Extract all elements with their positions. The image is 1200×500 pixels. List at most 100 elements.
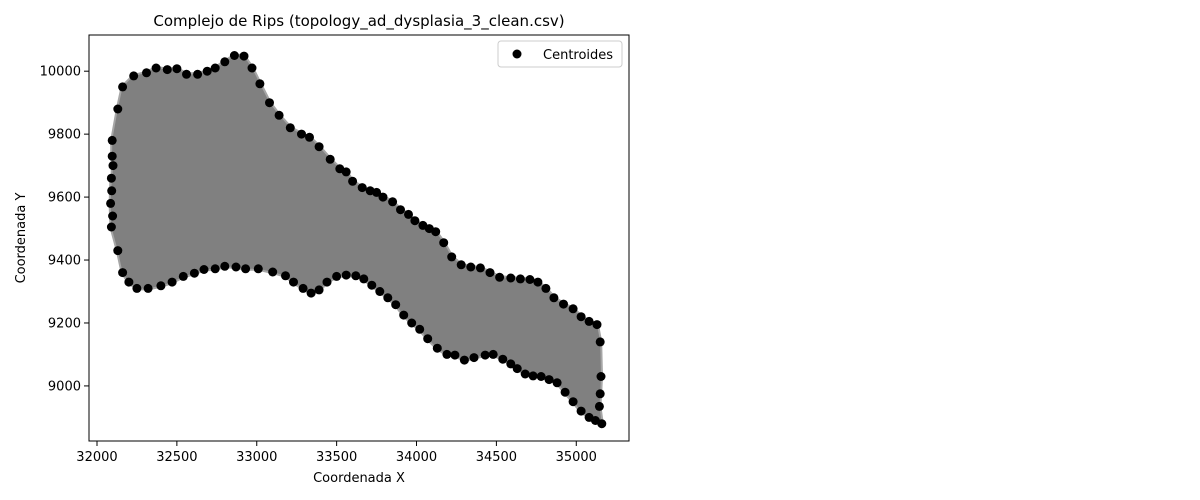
centroid-point bbox=[106, 222, 116, 232]
centroid-point bbox=[210, 63, 220, 73]
centroid-point bbox=[383, 293, 393, 303]
centroid-point bbox=[341, 167, 351, 177]
centroid-point bbox=[515, 274, 525, 284]
centroid-point bbox=[450, 350, 460, 360]
centroid-point bbox=[322, 277, 332, 287]
centroid-point bbox=[106, 198, 116, 208]
centroid-point bbox=[415, 324, 425, 334]
centroid-point bbox=[459, 355, 469, 365]
centroid-point bbox=[172, 64, 182, 74]
centroid-point bbox=[231, 262, 241, 272]
centroid-point bbox=[325, 154, 335, 164]
centroid-point bbox=[108, 161, 118, 171]
centroid-point bbox=[506, 359, 516, 369]
centroid-point bbox=[274, 110, 284, 120]
centroid-point bbox=[199, 265, 209, 274]
x-tick-label: 35000 bbox=[556, 450, 597, 465]
centroid-point bbox=[314, 285, 324, 295]
centroid-point bbox=[399, 310, 409, 320]
centroid-point bbox=[488, 349, 498, 359]
centroid-point bbox=[533, 277, 543, 287]
x-tick-label: 32500 bbox=[156, 450, 197, 465]
centroid-point bbox=[255, 79, 265, 89]
centroid-point bbox=[297, 129, 306, 139]
y-tick-label: 10000 bbox=[40, 65, 81, 80]
centroid-point bbox=[423, 334, 433, 344]
centroid-point bbox=[118, 268, 128, 278]
centroid-point bbox=[241, 264, 251, 274]
centroid-point bbox=[559, 299, 568, 309]
centroid-point bbox=[107, 135, 117, 145]
centroid-point bbox=[107, 151, 117, 161]
centroid-point bbox=[447, 252, 457, 262]
centroid-point bbox=[142, 68, 151, 78]
chart-title: Complejo de Rips (topology_ad_dysplasia_… bbox=[153, 12, 564, 31]
centroid-point bbox=[306, 288, 316, 298]
centroid-point bbox=[432, 343, 442, 353]
x-axis-ticks: 32000 32500 33000 33500 34000 34500 35000 bbox=[76, 441, 597, 465]
centroid-point bbox=[143, 283, 153, 293]
centroid-point bbox=[388, 197, 398, 207]
centroid-point bbox=[431, 227, 441, 237]
centroid-point bbox=[178, 271, 188, 281]
centroid-point bbox=[182, 69, 191, 79]
centroid-point bbox=[151, 63, 161, 73]
x-tick-label: 33500 bbox=[316, 450, 357, 465]
centroid-point bbox=[156, 281, 166, 291]
centroid-point bbox=[367, 280, 377, 290]
y-tick-label: 9400 bbox=[48, 254, 81, 269]
centroid-point bbox=[108, 211, 118, 221]
centroid-point bbox=[247, 63, 257, 73]
x-tick-label: 32000 bbox=[76, 450, 117, 465]
centroid-point bbox=[351, 271, 361, 281]
centroid-point bbox=[592, 320, 602, 330]
x-axis-label: Coordenada X bbox=[313, 471, 405, 486]
centroid-point bbox=[220, 261, 230, 271]
centroid-point bbox=[162, 65, 172, 75]
centroid-point bbox=[106, 173, 116, 183]
centroid-point bbox=[594, 401, 604, 411]
y-tick-label: 9000 bbox=[48, 379, 81, 394]
centroid-point bbox=[525, 275, 535, 284]
centroid-point bbox=[485, 268, 495, 278]
centroid-point bbox=[229, 51, 239, 60]
centroid-point bbox=[584, 316, 594, 326]
centroid-point bbox=[265, 98, 274, 108]
centroid-point bbox=[528, 371, 538, 381]
centroid-point bbox=[544, 375, 554, 385]
y-tick-label: 9200 bbox=[48, 316, 81, 331]
y-tick-label: 9800 bbox=[48, 128, 81, 143]
centroid-point bbox=[495, 272, 505, 282]
centroid-point bbox=[576, 312, 586, 322]
x-tick-label: 33000 bbox=[236, 450, 277, 465]
centroid-point bbox=[595, 389, 605, 399]
centroid-point bbox=[189, 268, 199, 278]
centroid-point bbox=[298, 283, 308, 293]
centroid-point bbox=[439, 238, 449, 248]
centroid-point bbox=[132, 283, 142, 293]
centroid-point bbox=[357, 183, 367, 193]
y-tick-label: 9600 bbox=[48, 191, 81, 206]
centroid-point bbox=[560, 387, 570, 397]
centroid-point bbox=[210, 264, 220, 274]
centroid-point bbox=[442, 349, 452, 359]
centroid-point bbox=[475, 263, 485, 273]
complex-region-core bbox=[110, 55, 602, 424]
centroid-point bbox=[512, 364, 522, 374]
centroid-point bbox=[314, 142, 324, 152]
centroid-point bbox=[466, 262, 476, 272]
y-axis-label: Coordenada Y bbox=[14, 193, 29, 284]
centroid-point bbox=[552, 378, 562, 388]
centroid-point bbox=[536, 372, 546, 381]
centroid-point bbox=[456, 260, 466, 270]
centroid-point bbox=[595, 337, 605, 347]
centroid-point bbox=[305, 132, 314, 142]
centroid-point bbox=[520, 369, 530, 379]
centroid-point bbox=[113, 104, 123, 114]
centroid-point bbox=[193, 69, 203, 79]
centroid-point bbox=[576, 406, 586, 416]
centroid-point bbox=[285, 123, 295, 133]
centroid-point bbox=[113, 246, 123, 256]
centroid-point bbox=[372, 187, 382, 197]
